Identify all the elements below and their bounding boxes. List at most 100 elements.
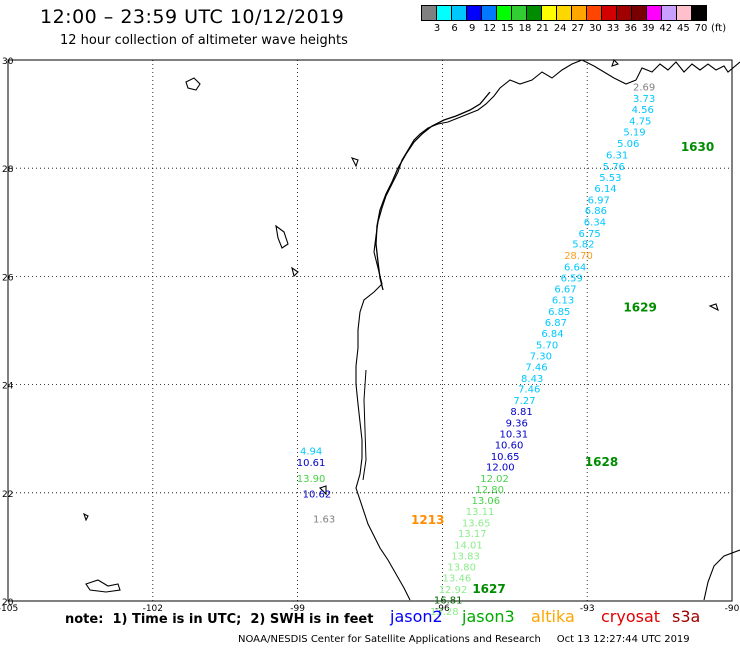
texas-barrier-island [375, 91, 491, 291]
wave-height-value: 6.87 [545, 318, 567, 329]
wave-height-value: 13.90 [297, 474, 326, 485]
lat-label: 26 [2, 273, 14, 283]
wave-height-value: 4.94 [300, 446, 322, 457]
wave-height-value: 12.02 [480, 474, 509, 485]
lake-7 [318, 485, 327, 496]
wave-height-value: 6.59 [561, 273, 583, 284]
wave-height-value: 13.46 [443, 574, 472, 585]
lake-1 [185, 77, 201, 91]
wave-height-value: 5.70 [536, 340, 558, 351]
color-scale-swatches [421, 5, 707, 21]
wave-height-value: 4.56 [632, 105, 654, 116]
lon-label: -105 [0, 604, 18, 614]
color-scale-ticks: 3 6 9 12 15 18 21 24 27 30 33 36 39 42 45 70 (ft) [421, 21, 726, 35]
wave-height-value: 13.17 [458, 529, 487, 540]
coastline [83, 58, 740, 601]
wave-height-value: 12.00 [486, 463, 515, 474]
pass-label: 1629 [623, 301, 656, 315]
scale-tick-label: (ft) [711, 23, 727, 34]
wave-height-value: 5.82 [572, 240, 594, 251]
scale-tick-label: 18 [518, 23, 532, 34]
footer-credit: NOAA/NESDIS Center for Satellite Applica… [238, 634, 690, 645]
wave-height-value: 6.97 [588, 195, 610, 206]
wave-height-value: 6.13 [552, 295, 574, 306]
wave-height-value: 13.06 [472, 496, 501, 507]
wave-height-value: 2.69 [633, 82, 655, 93]
lat-label: 30 [2, 57, 14, 67]
lake-6 [85, 579, 121, 593]
wave-height-value: 6.85 [548, 307, 570, 318]
lon-label: -93 [580, 604, 595, 614]
map-frame [7, 59, 733, 602]
wave-height-value: 6.67 [554, 285, 576, 296]
scale-tick-label: 42 [659, 23, 673, 34]
wave-height-value: 8.81 [510, 407, 532, 418]
pass-label: 1628 [585, 455, 618, 469]
wave-height-value: 10.60 [495, 440, 524, 451]
wave-height-value: 10.65 [491, 452, 520, 463]
scale-tick-label: 21 [536, 23, 549, 34]
color-scale-legend: 3 6 9 12 15 18 21 24 27 30 33 36 39 42 45 70 (ft) [421, 5, 726, 35]
wave-height-value: 7.30 [530, 352, 552, 363]
pass-labels: 1630 1629 1628 1627 1213 [411, 140, 714, 596]
lat-label: 22 [2, 490, 13, 500]
sat-jason2: jason2 [390, 607, 443, 626]
wave-height-value: 13.83 [451, 551, 480, 562]
wave-height-value: 4.75 [629, 116, 651, 127]
yucatan-coast [703, 549, 740, 601]
wave-height-value: 28.70 [564, 251, 593, 262]
wave-height-value: 13.80 [447, 563, 476, 574]
wave-height-value: 6.34 [584, 218, 606, 229]
scale-tick-label: 6 [451, 23, 458, 34]
wave-height-value: 12.92 [439, 585, 468, 596]
scale-tick-label: 45 [677, 23, 690, 34]
wave-height-value: 1.63 [313, 515, 335, 526]
wave-height-value: 5.06 [617, 139, 639, 150]
page-title: 12:00 – 23:59 UTC 10/12/2019 [40, 6, 345, 28]
wave-height-value: 6.86 [585, 206, 607, 217]
wave-height-value: 3.73 [633, 94, 655, 105]
lat-label: 20 [2, 598, 14, 608]
wave-height-value: 8.43 [521, 374, 543, 385]
wave-height-value: 5.76 [603, 162, 625, 173]
pass-label: 1627 [472, 582, 505, 596]
wave-height-value: 6.84 [541, 329, 563, 340]
pass-label: 1213 [411, 513, 444, 527]
wave-height-value: 13.11 [466, 507, 495, 518]
wave-height-value: 13.65 [462, 518, 491, 529]
scale-tick-label: 30 [589, 23, 602, 34]
island-east [708, 303, 719, 312]
lake-8 [611, 58, 620, 67]
wave-height-value: 5.53 [599, 173, 621, 184]
scale-tick-label: 36 [624, 23, 637, 34]
lon-label: -90 [725, 604, 740, 614]
wave-height-value: 7.46 [525, 363, 547, 374]
sat-jason3: jason3 [462, 607, 515, 626]
sat-s3a: s3a [672, 607, 701, 626]
lon-label: -99 [290, 604, 305, 614]
scale-tick-label: 12 [483, 23, 497, 34]
wave-height-value: 7.46 [518, 385, 540, 396]
scale-tick-label: 27 [571, 23, 585, 34]
wave-height-value: 5.19 [623, 128, 645, 139]
lake-4 [350, 157, 359, 168]
wave-height-value: 12.80 [475, 485, 504, 496]
scale-swatch [691, 5, 707, 21]
lon-label: -102 [143, 604, 163, 614]
scale-tick-label: 3 [433, 23, 441, 34]
page-subtitle: 12 hour collection of altimeter wave hei… [60, 33, 348, 48]
scale-tick-label: 33 [606, 23, 620, 34]
footer-note: note: 1) Time is in UTC; 2) SWH is in fe… [65, 612, 374, 627]
scale-tick-label: 70 [694, 23, 708, 34]
wave-height-value: 6.14 [594, 184, 616, 195]
tamaulipas-lagoon [362, 369, 367, 481]
scale-tick-label: 9 [469, 23, 476, 34]
scale-tick-label: 24 [553, 23, 567, 34]
lat-label: 28 [2, 165, 14, 175]
wave-height-value: 10.62 [303, 490, 332, 501]
wave-height-value: 16.81 [434, 596, 463, 607]
wave-height-value: 7.27 [513, 396, 535, 407]
wave-height-value: 6.75 [578, 229, 600, 240]
sat-altika: altika [531, 607, 575, 626]
